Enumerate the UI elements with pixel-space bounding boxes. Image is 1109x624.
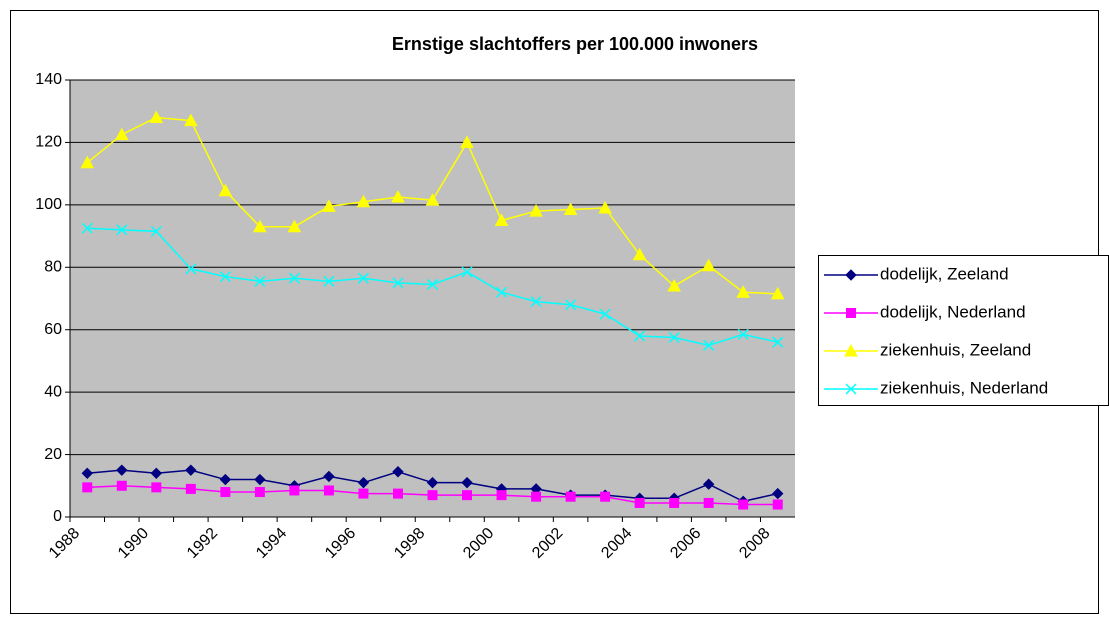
- legend-marker: [844, 343, 858, 357]
- data-point: [667, 278, 682, 292]
- data-point: [183, 113, 198, 127]
- data-point: [356, 194, 371, 208]
- plot-area: [70, 80, 795, 517]
- data-point: [701, 258, 716, 272]
- data-point: [770, 286, 785, 300]
- data-point: [425, 193, 440, 206]
- legend-label: ziekenhuis, Nederland: [880, 378, 1048, 397]
- data-point: [185, 483, 196, 494]
- data-point: [598, 200, 612, 214]
- y-tick-label: 100: [35, 196, 62, 213]
- data-point: [600, 491, 611, 502]
- data-point: [150, 225, 162, 237]
- data-point: [288, 272, 300, 284]
- legend-box: [818, 255, 1109, 406]
- y-tick-label: 0: [53, 508, 62, 525]
- data-point: [150, 467, 163, 480]
- data-point: [220, 487, 231, 498]
- data-point: [185, 263, 197, 275]
- data-point: [702, 478, 715, 490]
- data-point: [219, 473, 232, 486]
- data-point: [287, 219, 302, 233]
- data-point: [460, 135, 474, 148]
- data-point: [185, 464, 197, 476]
- y-tick-label: 140: [35, 71, 62, 88]
- y-tick-label: 80: [44, 259, 62, 276]
- data-point: [218, 183, 233, 197]
- legend-marker: [845, 383, 857, 395]
- data-point: [632, 247, 647, 261]
- data-point: [358, 488, 369, 499]
- data-point: [357, 272, 369, 284]
- data-point: [151, 482, 162, 493]
- data-point: [738, 499, 749, 510]
- data-point: [219, 271, 231, 283]
- data-point: [531, 491, 542, 502]
- data-point: [392, 488, 403, 499]
- data-point: [565, 491, 576, 502]
- data-point: [530, 296, 542, 308]
- data-point: [494, 213, 509, 226]
- data-point: [772, 487, 784, 500]
- data-point: [496, 286, 508, 298]
- data-point: [462, 490, 473, 501]
- data-point: [565, 299, 577, 311]
- y-tick-label: 60: [44, 321, 62, 338]
- data-point: [80, 155, 95, 169]
- data-point: [634, 330, 646, 342]
- data-point: [116, 480, 127, 491]
- data-point: [668, 331, 680, 344]
- data-point: [323, 470, 335, 483]
- data-point: [427, 490, 438, 501]
- legend-marker: [845, 269, 857, 281]
- data-point: [114, 127, 129, 141]
- data-point: [426, 278, 439, 290]
- data-point: [599, 308, 611, 320]
- data-point: [496, 490, 507, 501]
- data-point: [772, 336, 784, 348]
- data-point: [116, 224, 128, 236]
- data-point: [82, 482, 93, 493]
- data-point: [289, 485, 300, 496]
- y-tick-label: 120: [35, 134, 62, 151]
- data-point: [529, 204, 543, 217]
- data-point: [391, 190, 405, 203]
- data-point: [703, 339, 715, 351]
- data-point: [772, 499, 783, 510]
- data-point: [322, 199, 336, 212]
- legend-label: dodelijk, Zeeland: [880, 264, 1009, 283]
- y-tick-label: 20: [44, 446, 62, 463]
- data-point: [149, 110, 164, 123]
- data-point: [116, 464, 128, 476]
- data-point: [254, 487, 265, 498]
- data-point: [461, 476, 473, 489]
- data-point: [81, 222, 93, 234]
- legend-label: ziekenhuis, Zeeland: [880, 340, 1031, 359]
- data-point: [634, 497, 645, 508]
- data-point: [392, 466, 404, 478]
- data-point: [461, 266, 473, 278]
- legend-marker: [846, 308, 856, 318]
- data-point: [81, 467, 93, 480]
- data-point: [323, 275, 335, 287]
- chart-title: Ernstige slachtoffers per 100.000 inwone…: [392, 34, 758, 54]
- data-point: [426, 476, 439, 489]
- data-point: [254, 275, 266, 287]
- data-point: [392, 277, 404, 289]
- data-point: [563, 202, 578, 216]
- data-point: [737, 328, 749, 340]
- data-point: [253, 219, 267, 233]
- y-tick-label: 40: [44, 383, 62, 400]
- data-point: [736, 285, 751, 298]
- legend-label: dodelijk, Nederland: [880, 302, 1026, 321]
- data-point: [669, 497, 680, 508]
- data-point: [254, 473, 266, 486]
- data-point: [357, 476, 370, 489]
- data-point: [703, 497, 714, 508]
- data-point: [323, 485, 334, 496]
